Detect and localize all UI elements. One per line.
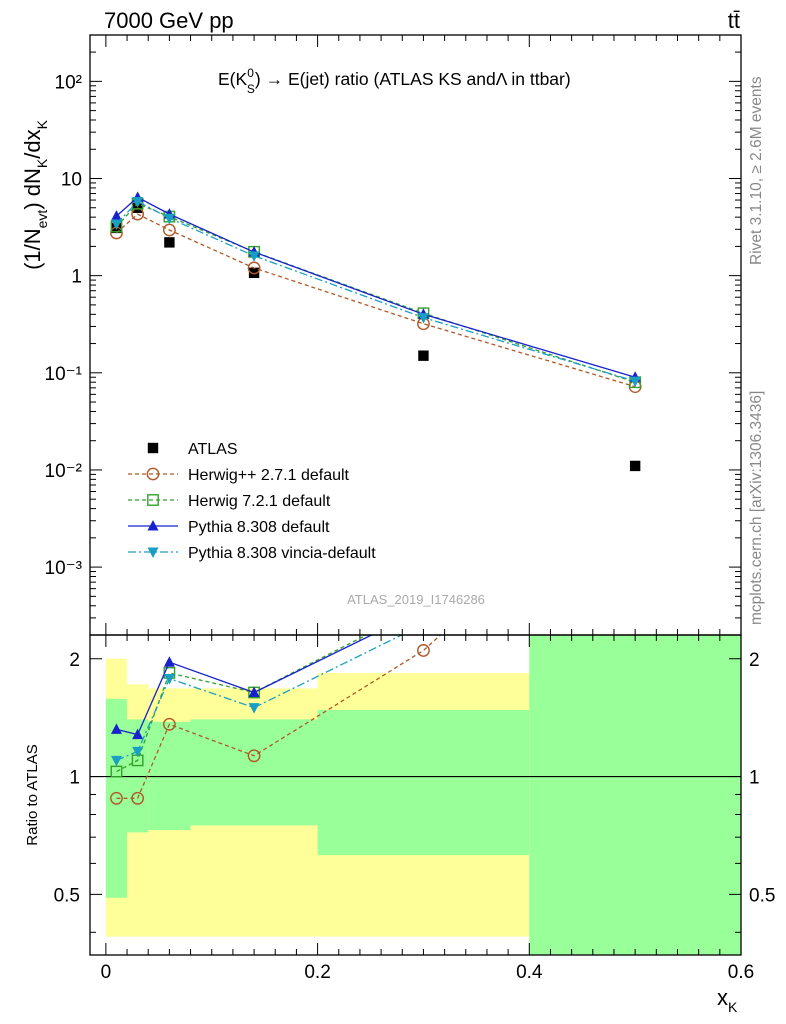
ratio-point	[110, 791, 123, 805]
data-point	[248, 267, 260, 278]
y-tick-label: 10²	[55, 72, 82, 93]
data-point	[247, 261, 261, 275]
x-tick-label: 0.6	[728, 962, 754, 983]
x-tick-label: 0.2	[304, 962, 330, 983]
data-point	[164, 237, 175, 248]
legend-label: Herwig 7.2.1 default	[188, 493, 331, 510]
ratio-band-green	[529, 635, 741, 955]
data-point	[418, 350, 429, 361]
ratio-band-green	[148, 721, 191, 831]
ratio-point	[110, 755, 122, 767]
ratio-band-green	[317, 709, 530, 856]
ratio-y-tick-label: 1	[69, 768, 80, 789]
ratio-point	[163, 674, 175, 685]
y-axis-label: (1/Nevt) dNK/dxK	[20, 119, 50, 270]
legend-entry: Pythia 8.308 default	[128, 519, 330, 536]
ratio-point	[132, 746, 144, 758]
data-point	[248, 251, 260, 262]
series-atlas	[111, 202, 641, 472]
ratio-y-tick-label: 0.5	[749, 885, 775, 906]
ratio-point	[247, 749, 261, 763]
legend-label: Herwig++ 2.7.1 default	[188, 467, 350, 484]
series-line	[115, 202, 636, 383]
x-tick-label: 0	[101, 962, 112, 983]
ratio-line	[116, 635, 374, 736]
ratio-series-group	[110, 635, 442, 805]
ratio-point	[110, 723, 122, 734]
legend-marker	[146, 467, 160, 481]
main-series	[110, 191, 642, 472]
mcplots-label: mcplots.cern.ch [arXiv:1306.3436]	[748, 391, 765, 625]
y-tick-label: 10⁻³	[45, 558, 83, 579]
ratio-point	[131, 791, 145, 805]
data-point	[163, 213, 175, 225]
data-point	[110, 219, 122, 231]
ratio-pythia-8-308-default	[110, 635, 374, 740]
ratio-y-tick-label: 0.5	[54, 885, 80, 906]
ratio-line	[116, 635, 442, 799]
ratio-point	[417, 644, 430, 657]
legend-entry: Herwig++ 2.7.1 default	[128, 467, 350, 484]
ratio-series	[110, 635, 442, 805]
ratio-point	[132, 728, 144, 740]
y-tick-label: 10	[61, 170, 82, 191]
ratio-band-green	[190, 719, 318, 826]
ratio-axes: 0.5 0.5 1 1 2 2	[54, 650, 775, 933]
ratio-point	[163, 656, 175, 667]
legend: ATLAS Herwig++ 2.7.1 default Herwig 7.2.1 …	[128, 441, 376, 562]
data-point	[629, 460, 641, 472]
header-left: 7000 GeV pp	[104, 8, 234, 33]
y-tick-label: 10⁻²	[45, 461, 83, 482]
ratio-point	[162, 717, 176, 731]
data-point	[132, 196, 144, 208]
ratio-bands	[105, 635, 741, 955]
ratio-y-tick-label: 2	[69, 650, 80, 671]
data-point	[629, 376, 641, 388]
main-axes: 10⁻³ 10⁻² 10⁻¹ 1 10 10² 0 0.2 0.4 0.6	[45, 34, 754, 983]
legend-label: ATLAS	[188, 441, 238, 458]
data-point	[417, 313, 429, 324]
ratio-point	[248, 686, 260, 697]
legend-marker	[147, 520, 159, 531]
legend-marker	[147, 442, 159, 454]
legend-marker	[147, 494, 159, 506]
series-pythia-8-308-default	[110, 191, 641, 382]
x-axis-label: xK	[717, 985, 738, 1015]
legend-entry: ATLAS	[147, 441, 238, 458]
header-right: tt̄	[728, 8, 740, 33]
legend-marker	[147, 547, 159, 558]
data-point	[162, 223, 176, 237]
legend-label: Pythia 8.308 default	[188, 519, 330, 536]
series-line	[116, 213, 636, 388]
rivet-label: Rivet 3.1.10, ≥ 2.6M events	[748, 76, 765, 265]
series-line	[116, 196, 636, 378]
ratio-frame	[89, 634, 742, 956]
legend-entry: Herwig 7.2.1 default	[128, 493, 331, 510]
ratio-y-label: Ratio to ATLAS	[24, 744, 41, 845]
ratio-y-tick-label: 1	[749, 768, 760, 789]
ratio-y-tick-label: 2	[749, 650, 760, 671]
x-tick-label: 0.4	[516, 962, 543, 983]
y-tick-label: 1	[71, 267, 82, 288]
series-pythia-8-308-vincia-default	[110, 196, 641, 388]
ratio-point	[248, 703, 260, 714]
series-line	[115, 200, 636, 382]
legend-entry: Pythia 8.308 vincia-default	[128, 545, 376, 562]
analysis-label: ATLAS_2019_I1746286	[347, 592, 485, 607]
main-title: E(K0 S) → E(jet) ratio (ATLAS KS andΛ in …	[218, 66, 571, 96]
y-tick-label: 10⁻¹	[45, 364, 83, 385]
data-point	[110, 210, 122, 221]
ratio-herwig-2-7-1-default	[110, 635, 442, 805]
legend-label: Pythia 8.308 vincia-default	[188, 545, 376, 562]
ratio-pythia-8-308-vincia-default	[110, 635, 404, 767]
ratio-line	[116, 635, 404, 761]
